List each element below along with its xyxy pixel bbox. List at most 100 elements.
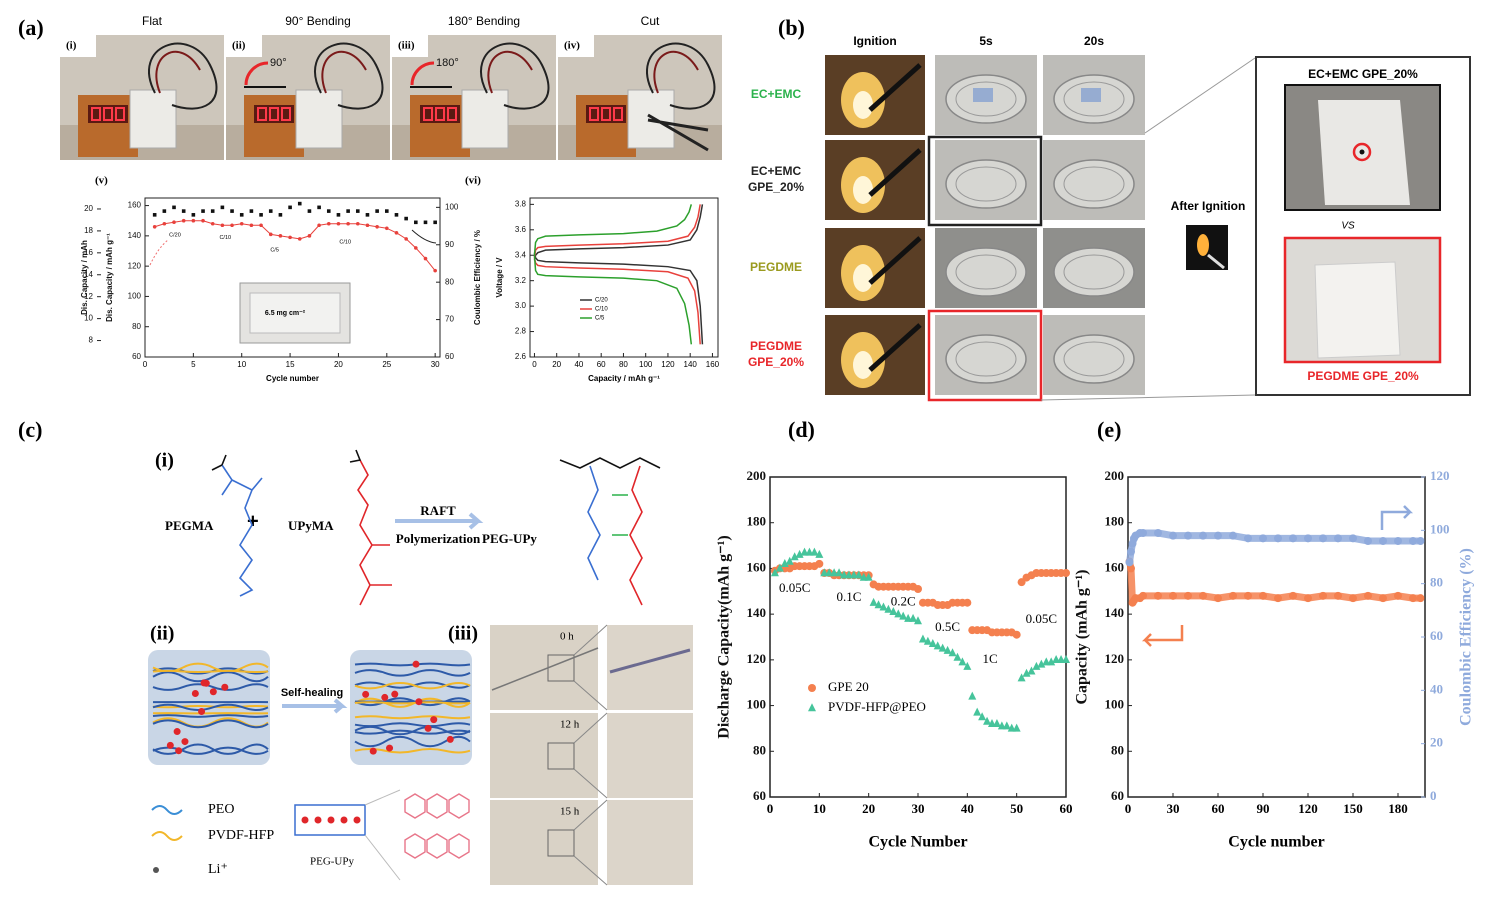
y-tick-label: 140 bbox=[747, 605, 767, 620]
legend-swatch bbox=[808, 684, 816, 692]
data-point bbox=[899, 611, 908, 620]
circuit-board bbox=[576, 95, 636, 157]
dish-inner bbox=[1063, 166, 1125, 202]
data-point bbox=[879, 602, 888, 611]
data-point bbox=[172, 205, 176, 210]
data-point bbox=[933, 641, 942, 650]
polymer-chain bbox=[152, 683, 269, 691]
data-point bbox=[1017, 673, 1026, 682]
micrograph bbox=[490, 713, 598, 798]
compare-bottom-label: PEGDME GPE_20% bbox=[1307, 369, 1419, 383]
data-point bbox=[268, 232, 273, 237]
data-point bbox=[346, 209, 350, 213]
y-tick-label: 60 bbox=[132, 352, 141, 361]
data-point bbox=[1334, 591, 1342, 600]
compare-top-label: EC+EMC GPE_20% bbox=[1308, 67, 1418, 81]
flame-icon-flame bbox=[1197, 234, 1209, 256]
dish-inner bbox=[955, 254, 1017, 290]
data-point bbox=[1409, 537, 1417, 545]
photo-label: (ii) bbox=[232, 40, 246, 52]
y2-axis-title: Coulombic Efficiency / % bbox=[473, 230, 482, 325]
annotation: 0.2C bbox=[891, 594, 916, 609]
micrograph-zoom bbox=[607, 713, 693, 798]
polymer-chain bbox=[354, 682, 471, 690]
y-tick-label: 3.8 bbox=[515, 199, 527, 208]
time-label: 15 h bbox=[560, 806, 580, 818]
x-tick-label: 10 bbox=[813, 801, 826, 816]
hydrogen-bond bbox=[198, 708, 206, 716]
wire bbox=[646, 42, 716, 110]
annotation: 0.05C bbox=[1026, 611, 1057, 626]
led-digit bbox=[103, 107, 113, 121]
tweezers bbox=[868, 236, 922, 285]
electrolyte-film bbox=[973, 88, 993, 102]
data-point bbox=[1304, 534, 1312, 543]
data-point bbox=[433, 220, 437, 225]
y2-tick-label: 18 bbox=[84, 226, 93, 235]
label-box bbox=[558, 35, 594, 57]
y2-tick-label: 10 bbox=[84, 314, 93, 323]
x-tick-label: 30 bbox=[431, 360, 440, 369]
annotation: 0.1C bbox=[836, 589, 861, 604]
x-tick-label: 40 bbox=[574, 360, 583, 369]
time-label: 12 h bbox=[560, 719, 580, 731]
y-tick-label: 100 bbox=[747, 697, 767, 712]
network-image bbox=[350, 650, 472, 765]
tweezers bbox=[868, 148, 922, 197]
data-point bbox=[414, 220, 418, 225]
plus-sign: + bbox=[247, 510, 259, 532]
data-point bbox=[1169, 531, 1177, 540]
led-digit bbox=[257, 107, 267, 121]
polymer-chain bbox=[354, 697, 471, 707]
data-point bbox=[239, 213, 244, 217]
label-box bbox=[60, 35, 96, 57]
tweezers bbox=[868, 63, 922, 112]
label-box bbox=[392, 35, 428, 57]
data-point bbox=[770, 568, 779, 577]
y-tick-label: 160 bbox=[128, 201, 142, 210]
x-tick-label: 5 bbox=[191, 360, 196, 369]
inset-text: 6.5 mg cm⁻² bbox=[265, 310, 306, 317]
x-tick-label: 180 bbox=[1388, 801, 1408, 816]
reaction-label: RAFT bbox=[420, 503, 456, 518]
data-point bbox=[869, 597, 878, 606]
y3-axis-title: Dis. Capacity / mAh bbox=[80, 240, 89, 315]
upy-dimer bbox=[426, 833, 448, 859]
y-tick-label: 100 bbox=[1105, 697, 1125, 712]
circuit-board bbox=[78, 95, 138, 157]
y2-tick-label: 90 bbox=[445, 240, 454, 249]
row-label: PEGDME bbox=[750, 339, 802, 353]
plot-frame bbox=[529, 197, 719, 358]
data-point bbox=[1127, 547, 1135, 556]
data-point bbox=[220, 205, 225, 210]
data-line bbox=[533, 255, 693, 345]
label-box bbox=[226, 35, 262, 57]
zoom-box bbox=[547, 829, 575, 857]
data-line bbox=[533, 204, 693, 256]
chart-label: (v) bbox=[95, 175, 108, 187]
zoom-line bbox=[573, 712, 608, 799]
legend-label: C/5 bbox=[595, 316, 605, 322]
data-point bbox=[1334, 534, 1342, 543]
data-point bbox=[795, 549, 804, 558]
data-point bbox=[968, 691, 977, 700]
wire bbox=[314, 42, 384, 110]
polymer-chain bbox=[152, 669, 269, 674]
x-tick-label: 160 bbox=[706, 360, 720, 369]
annotation: 0.05C bbox=[779, 580, 810, 595]
data-point bbox=[785, 556, 794, 565]
data-point bbox=[423, 220, 428, 225]
data-point bbox=[404, 216, 408, 221]
data-point bbox=[307, 234, 312, 238]
data-point bbox=[1349, 594, 1357, 603]
data-line bbox=[533, 204, 704, 261]
data-point bbox=[894, 609, 903, 618]
photo-caption: Cut bbox=[641, 14, 660, 28]
led-digit bbox=[601, 107, 611, 121]
hydrogen-bond bbox=[381, 693, 389, 701]
data-point bbox=[1319, 534, 1327, 543]
x-axis-title: Cycle number bbox=[1228, 834, 1324, 851]
pegma-core bbox=[211, 454, 227, 471]
flame-core bbox=[853, 176, 873, 204]
data-point bbox=[914, 616, 922, 625]
